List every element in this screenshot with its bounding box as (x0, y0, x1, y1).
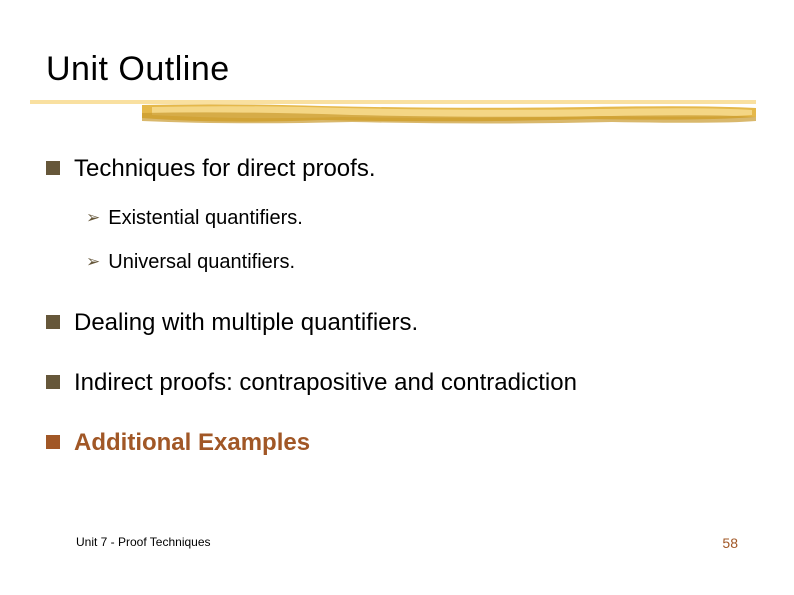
sub-bullet-text: Universal quantifiers. (108, 250, 295, 274)
brush-stroke-icon (142, 103, 756, 125)
footer-text: Unit 7 - Proof Techniques (76, 535, 211, 549)
chevron-icon: ➢ (86, 252, 100, 272)
page-number: 58 (722, 535, 738, 551)
sub-bullet-item: ➢ Universal quantifiers. (86, 250, 746, 274)
chevron-icon: ➢ (86, 208, 100, 228)
bullet-text: Techniques for direct proofs. (74, 154, 376, 184)
content-area: Techniques for direct proofs. ➢ Existent… (46, 154, 746, 480)
bullet-item: Dealing with multiple quantifiers. (46, 308, 746, 338)
bullet-item: Additional Examples (46, 428, 746, 458)
title-underline (30, 100, 756, 126)
bullet-text: Indirect proofs: contrapositive and cont… (74, 368, 577, 398)
bullet-text: Additional Examples (74, 428, 310, 458)
square-bullet-icon (46, 435, 60, 449)
bullet-text: Dealing with multiple quantifiers. (74, 308, 418, 338)
bullet-item: Techniques for direct proofs. (46, 154, 746, 184)
spacer (46, 294, 746, 308)
slide-title: Unit Outline (46, 50, 230, 89)
spacer (46, 360, 746, 368)
spacer (46, 420, 746, 428)
bullet-item: Indirect proofs: contrapositive and cont… (46, 368, 746, 398)
slide: Unit Outline Techniques for direct proof… (0, 0, 794, 595)
square-bullet-icon (46, 315, 60, 329)
sub-bullet-item: ➢ Existential quantifiers. (86, 206, 746, 230)
square-bullet-icon (46, 375, 60, 389)
sub-bullet-text: Existential quantifiers. (108, 206, 303, 230)
square-bullet-icon (46, 161, 60, 175)
